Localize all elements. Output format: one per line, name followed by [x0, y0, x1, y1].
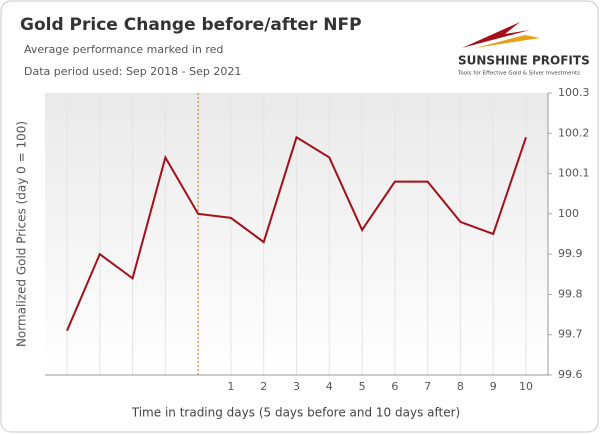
- logo: SUNSHINE PROFITS Tools for Effective Gol…: [457, 22, 590, 77]
- x-tick-label: 5: [359, 380, 366, 393]
- logo-text: SUNSHINE PROFITS: [458, 54, 590, 68]
- logo-swoosh: [475, 35, 540, 48]
- logo-tagline: Tools for Effective Gold & Silver Invest…: [457, 71, 580, 77]
- y-tick-label: 99.8: [558, 287, 583, 300]
- x-tick-label: 4: [326, 380, 333, 393]
- x-tick-label: 2: [260, 380, 267, 393]
- x-axis-label: Time in trading days (5 days before and …: [131, 406, 460, 420]
- note: Data period used: Sep 2018 - Sep 2021: [24, 65, 241, 78]
- chart-title: Gold Price Change before/after NFP: [20, 15, 362, 35]
- y-tick-label: 100.3: [558, 86, 590, 99]
- x-tick-label: 9: [490, 380, 497, 393]
- y-axis-label: Normalized Gold Prices (day 0 = 100): [15, 121, 29, 347]
- y-tick-label: 99.9: [558, 247, 583, 260]
- x-tick-label: 7: [424, 380, 431, 393]
- x-tick-label: 1: [227, 380, 234, 393]
- x-tick-label: 6: [391, 380, 398, 393]
- x-tick-label: 3: [293, 380, 300, 393]
- y-tick-label: 99.6: [558, 368, 583, 381]
- series-line: [66, 135, 527, 332]
- y-tick-label: 100.2: [558, 126, 590, 139]
- y-tick-label: 99.7: [558, 328, 583, 341]
- subtitle: Average performance marked in red: [24, 43, 223, 56]
- y-tick-label: 100.1: [558, 167, 590, 180]
- x-tick-label: 10: [519, 380, 533, 393]
- x-tick-label: 8: [457, 380, 464, 393]
- y-tick-label: 100: [558, 207, 579, 220]
- logo-swoosh: [462, 22, 530, 48]
